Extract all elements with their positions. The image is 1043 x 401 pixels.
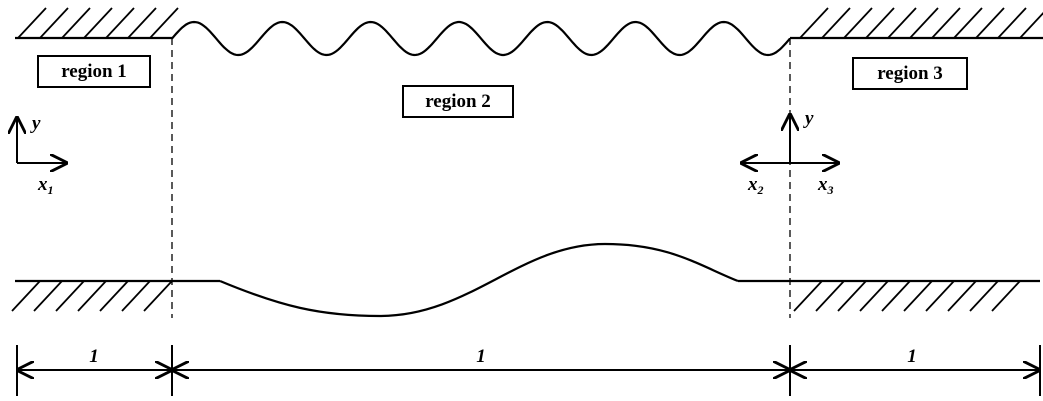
- length-label: 1: [907, 346, 917, 367]
- length-label: 1: [89, 346, 99, 367]
- region-label: region 1: [61, 61, 127, 82]
- axis-label-sub: 1: [48, 183, 54, 197]
- hatch-line: [39, 7, 69, 39]
- hatch-line: [799, 7, 829, 39]
- walls: [15, 20, 1043, 318]
- hatch-line: [143, 280, 173, 312]
- hatch-line: [843, 7, 873, 39]
- axis-label-main: x: [817, 174, 828, 195]
- hatch-line: [55, 280, 85, 312]
- region-boxes: [37, 55, 968, 118]
- hatch-line: [947, 280, 977, 312]
- axis-label: x3: [817, 174, 834, 197]
- hatch-line: [925, 280, 955, 312]
- hatch-line: [61, 7, 91, 39]
- hatch-line: [903, 280, 933, 312]
- hatch-line: [997, 7, 1027, 39]
- hatch-line: [953, 7, 983, 39]
- hatch-line: [991, 280, 1021, 312]
- hatch-line: [887, 7, 917, 39]
- hatch-line: [881, 280, 911, 312]
- hatch-line: [815, 280, 845, 312]
- axis-label: y: [30, 113, 41, 134]
- hatch-line: [17, 7, 47, 39]
- hatch-line: [127, 7, 157, 39]
- hatch-line: [969, 280, 999, 312]
- coordinate-arrows: [17, 115, 838, 163]
- hatch-line: [33, 280, 63, 312]
- hatch-line: [837, 280, 867, 312]
- axis-label-sub: 3: [827, 183, 834, 197]
- dashed-boundaries: [171, 38, 791, 318]
- axis-label-main: x: [747, 174, 758, 195]
- hatch-line: [99, 280, 129, 312]
- axis-label: y: [803, 108, 814, 129]
- hatch-line: [821, 7, 851, 39]
- hatch-line: [149, 7, 179, 39]
- axis-label-sub: 2: [757, 183, 764, 197]
- region-label: region 3: [877, 63, 943, 84]
- hatch-line: [865, 7, 895, 39]
- hatch-line: [975, 7, 1005, 39]
- hatch-line: [859, 280, 889, 312]
- hatch-line: [121, 280, 151, 312]
- hatch-line: [931, 7, 961, 39]
- dimension-lines: [16, 345, 1041, 396]
- axis-label: x2: [747, 174, 764, 197]
- region-label: region 2: [425, 91, 491, 112]
- hatch-line: [11, 280, 41, 312]
- axis-label-main: x: [37, 174, 48, 195]
- length-label: 1: [476, 346, 486, 367]
- hatch-line: [1019, 12, 1043, 39]
- hatch-line: [83, 7, 113, 39]
- hatch-line: [909, 7, 939, 39]
- hatching: [11, 7, 1043, 312]
- hatch-line: [77, 280, 107, 312]
- axis-label: x1: [37, 174, 54, 197]
- hatch-line: [793, 280, 823, 312]
- hatch-line: [105, 7, 135, 39]
